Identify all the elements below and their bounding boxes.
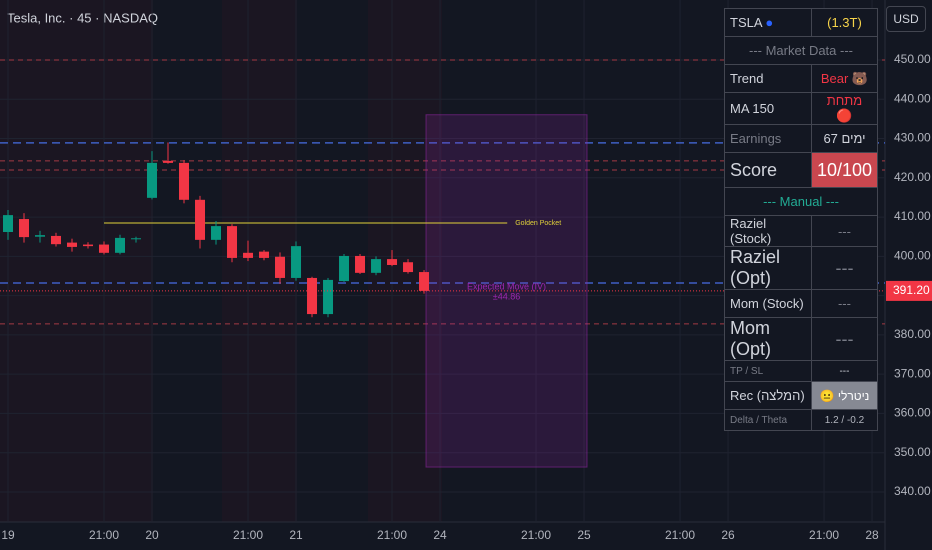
candle-body	[371, 259, 382, 273]
expected-move-box	[425, 114, 588, 468]
chart-title: Tesla, Inc. · 45 · NASDAQ	[7, 10, 158, 25]
y-tick-label: 450.00	[894, 52, 931, 66]
session-band	[222, 0, 297, 522]
cell: ---	[810, 317, 879, 361]
cell: 10/100	[810, 152, 879, 188]
x-tick-label: 21:00	[377, 528, 407, 542]
cell: Score	[724, 152, 812, 188]
x-tick-label: 21:00	[89, 528, 119, 542]
cell: 😐 ניטרלי	[810, 381, 879, 410]
cell: מתחת 🔴	[810, 92, 879, 125]
candle-body	[163, 160, 174, 163]
candle-body	[211, 226, 222, 240]
candle-body	[147, 162, 158, 198]
y-tick-label: 380.00	[894, 327, 931, 341]
cell: 67 ימים	[810, 124, 879, 153]
candle-body	[355, 255, 366, 273]
x-tick-label: 20	[145, 528, 159, 542]
candle-body	[131, 238, 142, 240]
candle-body	[419, 272, 430, 291]
candle-body	[51, 235, 62, 245]
cell: Bear 🐻	[810, 64, 879, 93]
cell: Raziel (Stock)	[724, 215, 812, 247]
y-tick-label: 420.00	[894, 170, 931, 184]
candle-body	[67, 242, 78, 247]
cell: Trend	[724, 64, 812, 93]
y-tick-label: 360.00	[894, 406, 931, 420]
cell: Raziel (Opt)	[724, 246, 812, 290]
y-tick-label: 440.00	[894, 91, 931, 105]
cell: ---	[810, 289, 879, 318]
last-price-box	[886, 280, 932, 301]
cell: --- Manual ---	[724, 187, 878, 216]
candle-body	[83, 244, 94, 247]
candle-body	[403, 262, 414, 273]
cell: (1.3T)	[810, 8, 879, 37]
last-price-label: 391.20	[893, 283, 930, 297]
y-tick-label: 430.00	[894, 131, 931, 145]
cell: Delta / Theta	[724, 409, 812, 431]
cell: Rec (המלצה)	[724, 381, 812, 410]
cell: TSLA ●	[724, 8, 812, 37]
x-tick-label: 21:00	[665, 528, 695, 542]
x-tick-label: 19	[1, 528, 15, 542]
candle-body	[19, 219, 30, 238]
candle-body	[339, 255, 350, 282]
annotation: Golden Pocket	[515, 220, 561, 227]
cell: ---	[810, 246, 879, 290]
cell: --- Market Data ---	[724, 36, 878, 65]
candle-body	[275, 256, 286, 278]
cell: ---	[810, 215, 879, 247]
candle-body	[307, 277, 318, 315]
candle-body	[259, 251, 270, 258]
cell: MA 150	[724, 92, 812, 125]
cell: Mom (Opt)	[724, 317, 812, 361]
candle-body	[195, 199, 206, 240]
x-tick-label: 21:00	[521, 528, 551, 542]
x-tick-label: 21:00	[809, 528, 839, 542]
cell: ---	[810, 360, 879, 382]
y-tick-label: 370.00	[894, 366, 931, 380]
x-tick-label: 21	[289, 528, 303, 542]
cell: Earnings	[724, 124, 812, 153]
x-tick-label: 24	[433, 528, 447, 542]
y-tick-label: 340.00	[894, 484, 931, 498]
candle-body	[387, 259, 398, 265]
candle-body	[179, 162, 190, 200]
candle-body	[115, 237, 126, 253]
annotation: Expected Move (IV)	[467, 281, 546, 291]
y-tick-label: 400.00	[894, 249, 931, 263]
cell: 1.2 / -0.2	[810, 409, 879, 431]
currency-button[interactable]: USD	[886, 6, 926, 32]
y-tick-label: 350.00	[894, 445, 931, 459]
candle-body	[291, 246, 302, 278]
session-band	[0, 0, 153, 522]
candle-body	[227, 226, 238, 258]
cell: TP / SL	[724, 360, 812, 382]
cell: Mom (Stock)	[724, 289, 812, 318]
candle-body	[3, 215, 14, 232]
x-tick-label: 21:00	[233, 528, 263, 542]
x-tick-label: 25	[577, 528, 591, 542]
annotation: ±44.86	[493, 291, 520, 301]
info-panel: TSLA ● (1.3T) --- Market Data --- Trend Be…	[724, 8, 879, 431]
candle-body	[99, 244, 110, 253]
x-tick-label: 26	[721, 528, 735, 542]
x-tick-label: 28	[865, 528, 879, 542]
candle-body	[35, 235, 46, 237]
candle-body	[323, 279, 334, 315]
candle-body	[243, 252, 254, 258]
y-tick-label: 410.00	[894, 209, 931, 223]
